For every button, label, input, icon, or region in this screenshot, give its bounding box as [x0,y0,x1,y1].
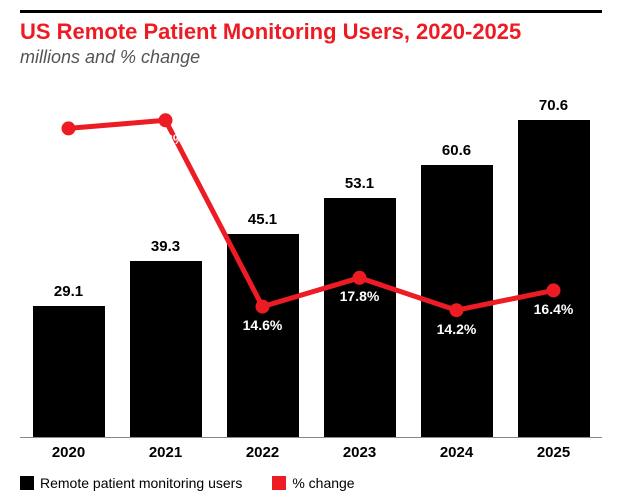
pct-value-label: 34.4% [49,139,89,155]
pct-value-label: 16.4% [534,301,574,317]
legend-item-line: % change [272,475,354,491]
bar [227,234,299,437]
bar-slot: 29.1 [29,78,109,437]
x-axis-label: 2024 [417,444,497,461]
legend-item-bars: Remote patient monitoring users [20,475,242,491]
bar-value-label: 70.6 [539,97,568,114]
bar-value-label: 53.1 [345,175,374,192]
x-axis-label: 2020 [29,444,109,461]
bar-slot: 45.1 [223,78,303,437]
top-rule [20,10,602,13]
chart-subtitle: millions and % change [20,47,602,68]
bar-slot: 60.6 [417,78,497,437]
bar [518,120,590,438]
bar-slot: 70.6 [514,78,594,437]
bars-group: 29.1 39.3 45.1 53.1 60.6 70.6 [20,78,602,437]
x-axis-label: 2022 [223,444,303,461]
bar [33,306,105,437]
bar-value-label: 39.3 [151,238,180,255]
pct-value-label: 17.8% [340,288,380,304]
x-axis-labels: 2020 2021 2022 2023 2024 2025 [20,444,602,461]
legend-label-bars: Remote patient monitoring users [40,475,242,491]
chart-title: US Remote Patient Monitoring Users, 2020… [20,19,602,45]
bar [324,198,396,437]
legend-swatch-line [272,476,286,490]
legend-label-line: % change [292,475,354,491]
plot-area: 29.1 39.3 45.1 53.1 60.6 70.6 34.4% 35.3% 14.6%… [20,78,602,438]
pct-value-label: 35.3% [146,131,186,147]
pct-value-label: 14.2% [437,321,477,337]
x-axis-label: 2023 [320,444,400,461]
x-axis-label: 2025 [514,444,594,461]
bar [130,261,202,438]
chart-container: US Remote Patient Monitoring Users, 2020… [0,0,622,504]
x-axis-label: 2021 [126,444,206,461]
bar [421,165,493,438]
bar-value-label: 60.6 [442,142,471,159]
bar-value-label: 45.1 [248,211,277,228]
pct-value-label: 14.6% [243,317,283,333]
legend-swatch-bars [20,476,34,490]
legend: Remote patient monitoring users % change [20,475,602,491]
bar-slot: 53.1 [320,78,400,437]
bar-value-label: 29.1 [54,283,83,300]
